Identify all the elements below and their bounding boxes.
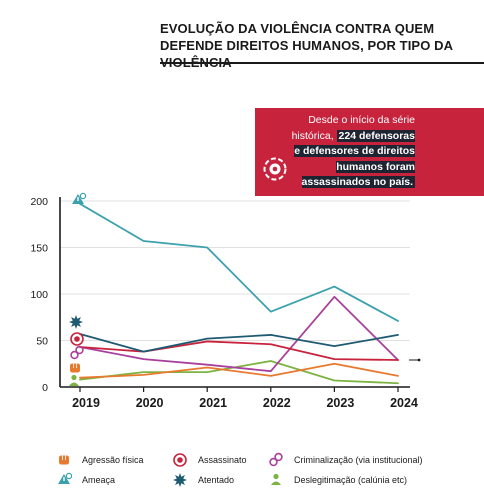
- handcuffs-icon: [269, 452, 283, 467]
- handcuffs-icon: [269, 452, 283, 467]
- series-line: [79, 295, 399, 373]
- target-icon: [173, 453, 187, 467]
- person-icon: [69, 374, 79, 386]
- leader-dot: [417, 358, 421, 362]
- threat-icon: [58, 472, 72, 484]
- grid-lines: [60, 200, 410, 341]
- x-tick-label: 2021: [199, 396, 227, 410]
- x-tick-label: 2024: [390, 396, 418, 410]
- x-tick-label: 2020: [136, 396, 164, 410]
- y-tick-labels: 0 50 100 150 200: [30, 196, 48, 394]
- threat-icon: [72, 192, 87, 204]
- person-icon: [271, 473, 281, 485]
- legend-label: Ameaça: [82, 475, 116, 485]
- person-head: [273, 473, 279, 480]
- legend-item: Agressão física: [56, 452, 144, 468]
- y-tick-label: 150: [30, 243, 48, 255]
- series-lines: [79, 202, 399, 385]
- threat-mark: [77, 197, 79, 201]
- y-tick-label: 200: [30, 196, 48, 208]
- legend-label: Atentado: [198, 475, 235, 485]
- threat-icon: [58, 472, 72, 484]
- person-body: [271, 481, 281, 485]
- series-line: [79, 360, 399, 385]
- fist-shape: [70, 363, 80, 373]
- y-tick-label: 50: [36, 336, 48, 348]
- burst-shape: [69, 315, 83, 329]
- y-tick-label: 0: [42, 382, 48, 394]
- fist-icon: [59, 455, 69, 465]
- person-head: [71, 374, 77, 381]
- legend-item: Ameaça: [56, 472, 115, 488]
- x-tick-label: 2022: [263, 396, 291, 410]
- handcuffs-icon: [70, 345, 84, 360]
- legend-label: Agressão física: [82, 455, 144, 465]
- target-center: [177, 457, 183, 463]
- person-body: [69, 382, 79, 386]
- chart-title: EVOLUÇÃO DA VIOLÊNCIA CONTRA QUEM DEFEND…: [160, 21, 453, 70]
- legend-label: Deslegitimação (calúnia etc): [294, 475, 408, 485]
- target-icon: [173, 453, 187, 467]
- burst-icon: [173, 473, 187, 487]
- target-icon: [70, 332, 84, 346]
- burst-shape: [173, 473, 187, 487]
- legend-label: Criminalização (via institucional): [294, 455, 423, 465]
- y-tick-label: 100: [30, 289, 48, 301]
- target-icon: [263, 157, 287, 181]
- callout-text: Desde o início da série histórica, 224 d…: [290, 113, 415, 191]
- threat-bubble: [65, 472, 72, 480]
- series-line: [79, 340, 399, 361]
- series-line: [79, 333, 399, 353]
- series-line: [79, 362, 399, 379]
- cuff-left: [269, 457, 278, 467]
- person-icon: [271, 473, 281, 485]
- x-tick-label: 2019: [72, 396, 100, 410]
- burst-icon: [69, 315, 83, 329]
- x-tick-labels: 2019 2020 2021 2022 2023 2024: [72, 396, 418, 410]
- legend-item: Atentado: [172, 472, 234, 488]
- series-start-icons: [69, 192, 87, 386]
- x-tick-label: 2023: [326, 396, 354, 410]
- fist-icon: [59, 455, 69, 465]
- target-ring: [70, 332, 84, 346]
- threat-bubble: [79, 192, 87, 200]
- legend-item: Deslegitimação (calúnia etc): [268, 472, 407, 488]
- fist-icon: [70, 363, 80, 373]
- cuff-left: [70, 350, 79, 360]
- series-line: [79, 202, 399, 322]
- target-ring: [173, 453, 187, 467]
- title-underline: [160, 62, 484, 64]
- threat-mark: [63, 477, 65, 481]
- callout-text-intro: Desde o início da série histórica,: [291, 114, 415, 142]
- fist-shape: [59, 455, 69, 465]
- legend-item: Criminalização (via institucional): [268, 452, 423, 468]
- burst-icon: [173, 473, 187, 487]
- axes: [59, 197, 421, 392]
- cuff-right: [75, 345, 84, 355]
- target-center: [74, 336, 80, 342]
- cuff-right: [274, 452, 283, 462]
- legend-item: Assassinato: [172, 452, 247, 468]
- legend-label: Assassinato: [198, 455, 247, 465]
